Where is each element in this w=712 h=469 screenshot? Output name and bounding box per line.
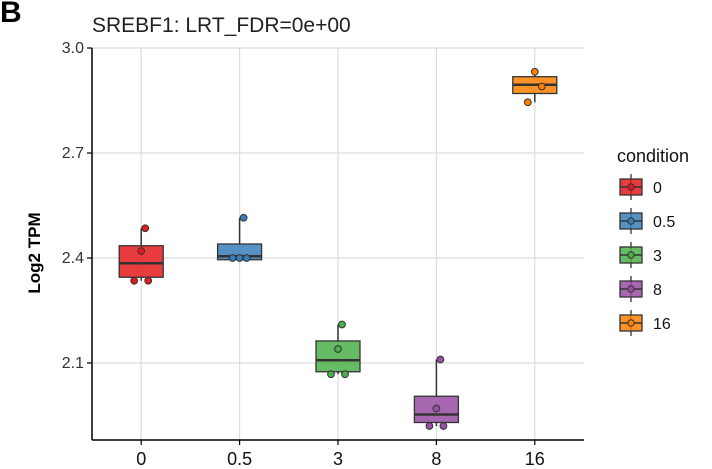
data-point: [530, 67, 539, 76]
data-point: [432, 404, 441, 413]
x-tick-label: 0: [136, 449, 146, 469]
box-16: [512, 67, 558, 107]
x-tick-label: 0.5: [227, 449, 252, 469]
legend-item-16: 16: [619, 310, 671, 336]
data-point: [228, 254, 237, 262]
data-point: [341, 370, 349, 379]
box-8: [413, 355, 460, 430]
legend-key-point: [627, 319, 635, 327]
box-0.5: [216, 213, 263, 262]
legend: condition 0 0.5 3 8 16: [617, 146, 689, 336]
data-point: [235, 254, 244, 262]
legend-title: condition: [617, 146, 689, 166]
y-tick-label: 2.7: [62, 145, 84, 162]
y-tick-label: 2.4: [62, 250, 84, 267]
data-point: [537, 82, 546, 91]
data-point: [338, 320, 346, 329]
y-tick-label: 2.1: [62, 355, 84, 372]
data-point: [242, 254, 251, 262]
data-point: [239, 213, 248, 222]
legend-key-point: [627, 251, 635, 259]
data-point: [425, 422, 434, 430]
data-point: [327, 370, 335, 379]
x-tick-label: 16: [525, 449, 545, 469]
data-point: [137, 247, 146, 255]
legend-item-3: 3: [619, 242, 662, 268]
data-point: [130, 276, 139, 285]
x-tick-label: 8: [431, 449, 441, 469]
y-axis-label: Log2 TPM: [25, 212, 44, 293]
x-axis-ticks: 0 0.5 3 8 16: [136, 440, 545, 469]
data-point: [141, 224, 150, 233]
box-3: [315, 320, 361, 379]
legend-item-0: 0: [619, 174, 662, 200]
legend-key-point: [627, 285, 635, 293]
legend-item-0.5: 0.5: [619, 208, 675, 234]
legend-label: 0.5: [653, 214, 675, 231]
legend-label: 0: [653, 180, 662, 197]
data-point: [439, 422, 448, 430]
boxes: [118, 67, 558, 430]
data-point: [436, 355, 445, 364]
data-point: [334, 345, 342, 353]
gridlines: [92, 47, 584, 440]
box-0: [118, 224, 164, 285]
legend-item-8: 8: [619, 276, 662, 302]
legend-label: 3: [653, 248, 662, 265]
legend-label: 16: [653, 316, 671, 333]
legend-label: 8: [653, 282, 662, 299]
chart-title: SREBF1: LRT_FDR=0e+00: [92, 14, 351, 37]
data-point: [144, 276, 153, 285]
data-point: [523, 98, 532, 107]
y-axis-ticks: 2.1 2.4 2.7 3.0: [62, 40, 92, 372]
y-tick-label: 3.0: [62, 40, 84, 57]
legend-key-point: [627, 183, 635, 191]
legend-key-point: [627, 217, 635, 225]
x-tick-label: 3: [333, 449, 343, 469]
panel-label: B: [0, 0, 22, 29]
